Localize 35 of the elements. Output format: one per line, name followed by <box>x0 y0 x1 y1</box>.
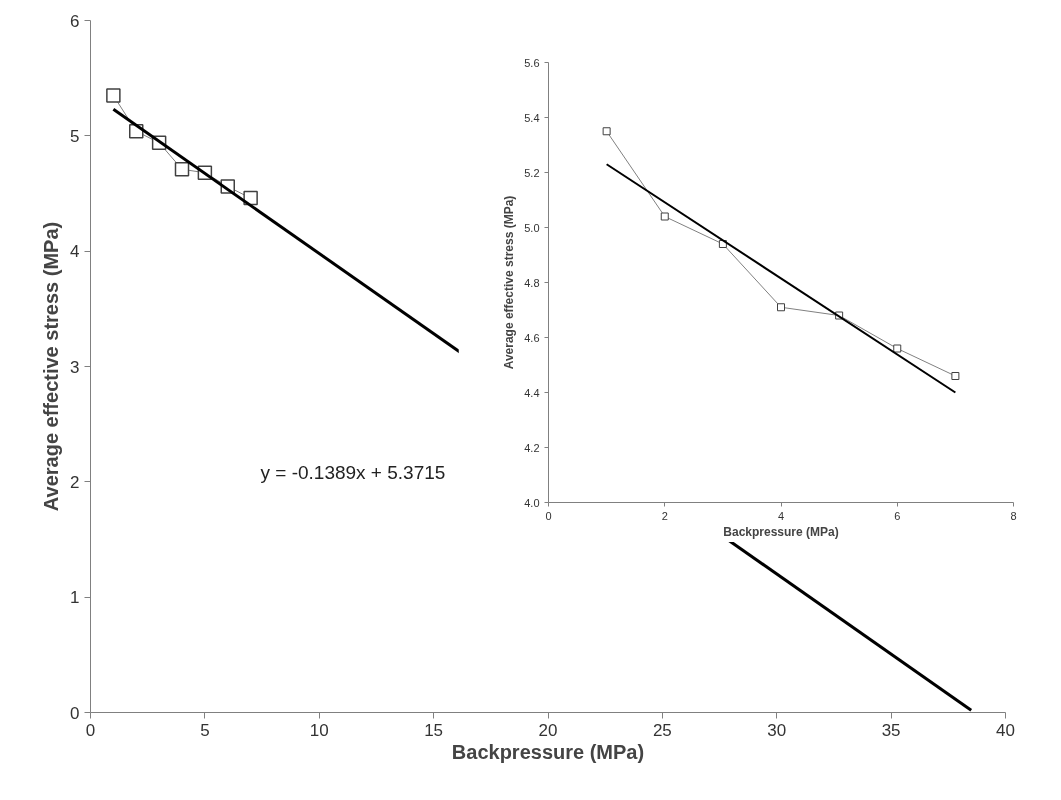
x-axis-title: Backpressure (MPa) <box>451 740 645 763</box>
x-tick-label: 2 <box>661 509 668 522</box>
x-tick-label: 35 <box>881 720 901 740</box>
y-tick-label: 6 <box>70 11 80 31</box>
y-tick-label: 5 <box>70 126 80 146</box>
y-tick-label: 4.0 <box>524 496 540 509</box>
y-tick-label: 4.4 <box>524 386 540 399</box>
y-tick-label: 1 <box>70 588 80 608</box>
x-tick-label: 8 <box>1010 509 1017 522</box>
x-tick-label: 0 <box>545 509 552 522</box>
x-tick-label: 10 <box>309 720 329 740</box>
y-tick-label: 5.6 <box>524 56 540 69</box>
x-tick-label: 15 <box>424 720 444 740</box>
y-tick-label: 4 <box>70 242 80 262</box>
y-tick-label: 5.0 <box>524 221 540 234</box>
y-tick-label: 4.6 <box>524 331 540 344</box>
y-axis-title: Average effective stress (MPa) <box>502 195 517 370</box>
x-axis-title: Backpressure (MPa) <box>723 524 839 539</box>
y-tick-label: 5.4 <box>524 111 540 124</box>
x-tick-label: 30 <box>767 720 787 740</box>
y-tick-label: 4.8 <box>524 276 540 289</box>
y-tick-label: 5.2 <box>524 166 540 179</box>
y-axis-title: Average effective stress (MPa) <box>40 221 63 512</box>
x-tick-label: 25 <box>652 720 672 740</box>
x-tick-label: 4 <box>777 509 785 522</box>
y-tick-label: 2 <box>70 472 80 492</box>
x-tick-label: 20 <box>538 720 558 740</box>
x-tick-label: 40 <box>996 720 1015 740</box>
x-tick-label: 0 <box>85 720 96 740</box>
y-tick-label: 3 <box>70 357 80 377</box>
annotation: y = -0.1389x + 5.3715 <box>260 461 446 483</box>
x-tick-label: 6 <box>894 509 901 522</box>
y-tick-label: 4.2 <box>524 441 540 454</box>
x-tick-label: 5 <box>200 720 210 740</box>
y-tick-label: 0 <box>70 703 80 723</box>
